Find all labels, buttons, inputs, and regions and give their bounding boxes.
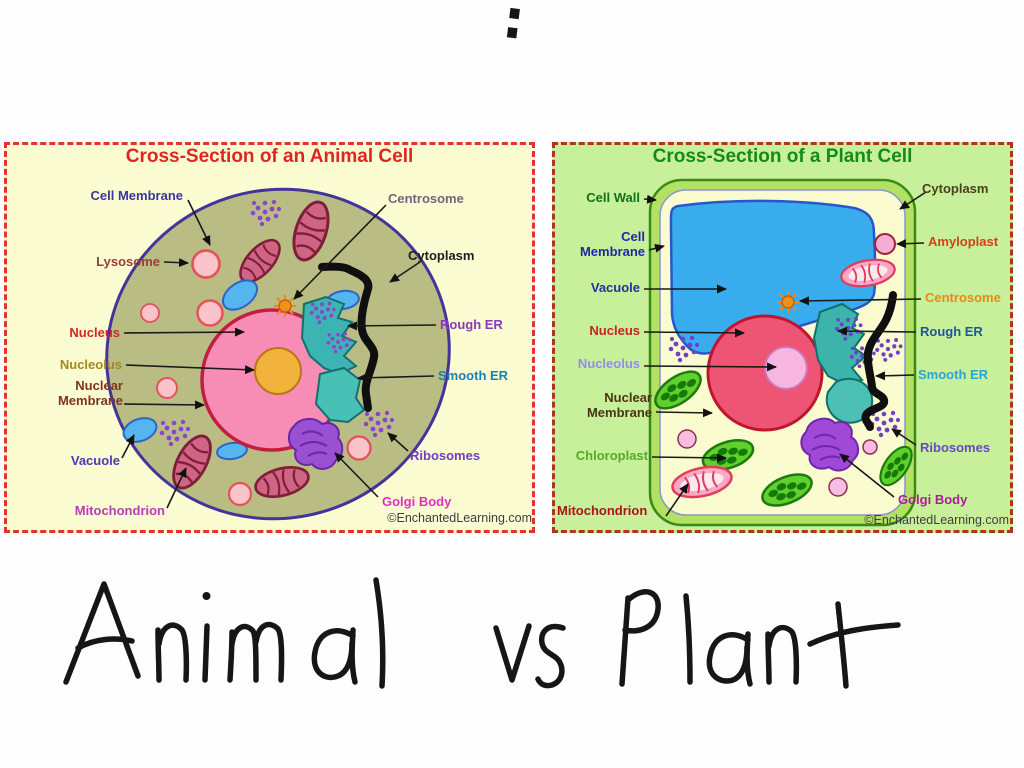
- lysosome-shape: [191, 249, 221, 279]
- vesicle-shape: [156, 377, 178, 399]
- label-nucleus: Nucleus: [69, 325, 120, 340]
- label-golgi-body: Golgi Body: [898, 492, 968, 507]
- label-cytoplasm: Cytoplasm: [408, 248, 475, 263]
- centrosome-shape: [776, 290, 800, 314]
- label-nuclear-membrane: Nuclear Membrane: [586, 390, 652, 420]
- centrosome-shape: [273, 294, 297, 318]
- vesicle-shape: [227, 481, 253, 507]
- label-nucleolus: Nucleolus: [59, 357, 122, 372]
- label-golgi-body: Golgi Body: [382, 494, 452, 509]
- handwritten-caption-text: Animal vs Plant: [918, 568, 919, 569]
- label-smooth-er: Smooth ER: [918, 367, 989, 382]
- word-plant: [619, 589, 901, 689]
- label-cell-membrane: Cell Membrane: [90, 188, 183, 203]
- vacuole-shapes: [122, 279, 360, 461]
- label-nucleolus: Nucleolus: [577, 356, 640, 371]
- golgi-body-shape: [288, 418, 344, 470]
- copyright-text: ©EnchantedLearning.com: [387, 511, 532, 525]
- label-amyloplast: Amyloplast: [928, 234, 999, 249]
- plant-cell-art: [643, 178, 927, 527]
- animal-panel-title: Cross-Section of an Animal Cell: [125, 146, 414, 167]
- hand-drawn-squiggle: [861, 291, 897, 431]
- golgi-body-shape: [800, 417, 859, 472]
- label-cytoplasm: Cytoplasm: [922, 181, 989, 196]
- label-cell-membrane: Cell Membrane: [579, 229, 645, 259]
- nucleolus-shape: [254, 347, 302, 395]
- label-vacuole: Vacuole: [70, 453, 120, 468]
- plant-cell-diagram: Cross-Section of a Plant Cell: [552, 142, 1013, 533]
- handwritten-caption: Animal vs Plant: [58, 568, 918, 708]
- vesicle-shape: [140, 303, 160, 323]
- label-centrosome: Centrosome: [925, 290, 1001, 305]
- amyloplast-shape: [874, 233, 896, 255]
- label-ribosomes: Ribosomes: [920, 440, 991, 455]
- word-animal: [63, 577, 386, 689]
- handwritten-colon-mark: :: [499, 0, 529, 53]
- copyright-text: ©EnchantedLearning.com: [864, 513, 1009, 527]
- hand-drawn-squiggle: [318, 262, 379, 412]
- label-mitochondrion: Mitochondrion: [557, 503, 648, 518]
- label-rough-er: Rough ER: [440, 317, 503, 332]
- animal-cell-diagram: Cross-Section of an Animal Cell: [4, 142, 535, 533]
- vesicle-shape: [196, 299, 224, 327]
- label-smooth-er: Smooth ER: [438, 368, 509, 383]
- label-nucleus: Nucleus: [589, 323, 640, 338]
- letter-i-dot: [202, 592, 211, 600]
- label-chloroplast: Chloroplast: [575, 448, 648, 463]
- label-mitochondrion: Mitochondrion: [74, 503, 165, 518]
- label-ribosomes: Ribosomes: [410, 448, 481, 463]
- plant-panel-title: Cross-Section of a Plant Cell: [652, 146, 913, 167]
- label-vacuole: Vacuole: [590, 280, 640, 295]
- nucleolus-shape: [764, 346, 808, 390]
- label-nuclear-membrane: Nuclear Membrane: [57, 378, 123, 408]
- smooth-er-shape: [314, 366, 366, 424]
- vesicle-shape: [346, 435, 372, 461]
- label-lysosome: Lysosome: [96, 254, 160, 269]
- animal-cell-art: [105, 187, 451, 521]
- label-leader-lines: [643, 191, 927, 517]
- label-cell-wall: Cell Wall: [586, 190, 640, 205]
- label-centrosome: Centrosome: [388, 191, 464, 206]
- label-rough-er: Rough ER: [920, 324, 983, 339]
- handwritten-caption-strokes: [63, 577, 901, 689]
- label-leader-lines: [121, 199, 437, 509]
- word-vs: [493, 623, 566, 689]
